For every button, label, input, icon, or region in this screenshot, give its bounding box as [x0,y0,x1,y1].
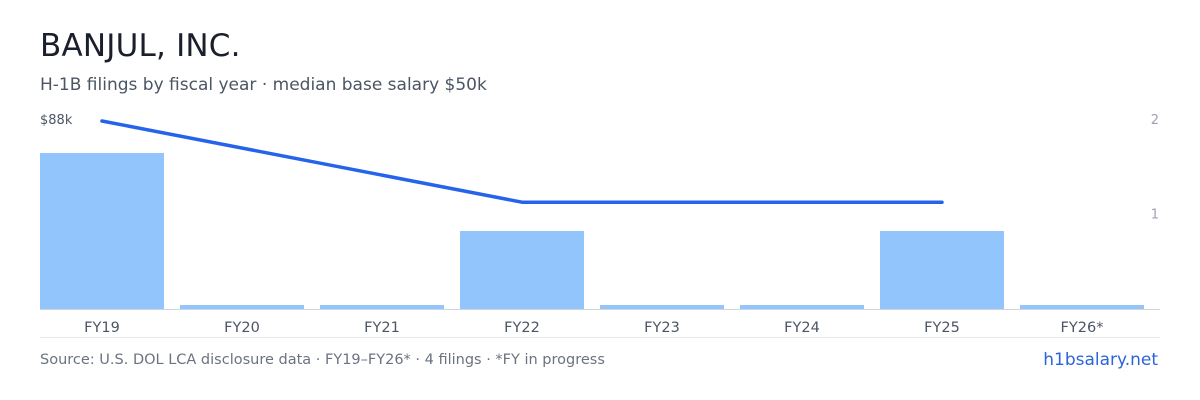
source-note: Source: U.S. DOL LCA disclosure data · F… [40,352,605,368]
page-title: BANJUL, INC. [40,28,241,64]
x-tick-label: FY25 [924,320,960,336]
x-tick-label: FY26* [1061,320,1104,336]
y-right-tick-label: 1 [1151,208,1159,223]
x-tick-label: FY24 [784,320,820,336]
bar-FY21 [320,305,444,309]
bar-FY19 [40,153,164,309]
page-subtitle: H-1B filings by fiscal year · median bas… [40,75,487,95]
bar-FY23 [600,305,724,309]
bar-FY25 [880,231,1004,309]
bar-FY22 [460,231,584,309]
y-left-tick-label: $88k [40,113,73,128]
site-link[interactable]: h1bsalary.net [1043,350,1158,370]
bar-FY24 [740,305,864,309]
x-tick-label: FY23 [644,320,680,336]
bar-FY26* [1020,305,1144,309]
y-right-tick-label: 2 [1151,113,1159,128]
x-tick-label: FY21 [364,320,400,336]
x-tick-label: FY19 [84,320,120,336]
bar-FY20 [180,305,304,309]
x-tick-label: FY22 [504,320,540,336]
salary-line [100,119,944,204]
x-tick-label: FY20 [224,320,260,336]
